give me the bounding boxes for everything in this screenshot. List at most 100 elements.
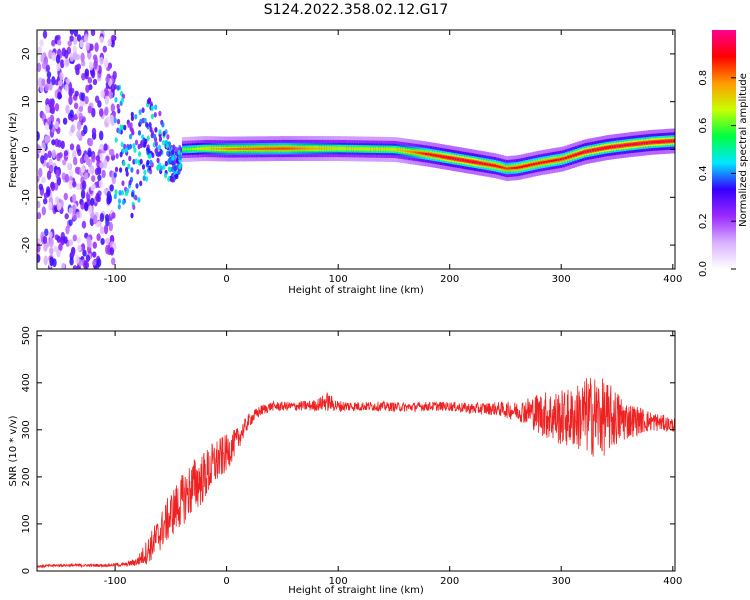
ridge-cell	[400, 149, 404, 152]
ridge-cell	[218, 147, 222, 150]
noise-blob	[112, 70, 117, 80]
spectrogram-xtick-label: 400	[663, 274, 682, 285]
transition-blob	[146, 159, 150, 166]
noise-blob	[103, 158, 108, 169]
ridge-cell	[574, 153, 578, 156]
noise-blob	[43, 255, 48, 266]
ridge-cell	[650, 141, 654, 144]
transition-blob	[135, 183, 139, 189]
transition-blob	[156, 157, 160, 164]
transition-blob	[167, 157, 172, 164]
noise-blob	[38, 167, 43, 178]
noise-blob	[51, 51, 57, 62]
noise-blob	[70, 125, 75, 134]
transition-blob	[146, 135, 150, 141]
transition-blob	[148, 165, 152, 171]
ridge-cell	[402, 149, 406, 152]
ridge-cell	[341, 147, 345, 150]
noise-blob	[69, 30, 75, 35]
transition-blob	[116, 103, 120, 110]
ridge-cell	[213, 147, 217, 150]
noise-blob	[108, 90, 114, 100]
noise-blob	[55, 196, 60, 204]
transition-blob	[166, 134, 170, 140]
ridge-cell	[471, 160, 475, 163]
colorbar-tick-label: 0.6	[698, 118, 709, 134]
noise-blob	[50, 181, 56, 192]
noise-blob	[41, 176, 46, 184]
ridge-cell	[324, 147, 328, 150]
ridge-cell	[182, 148, 185, 151]
transition-blob	[164, 160, 168, 167]
noise-blob	[41, 61, 47, 70]
noise-blob	[48, 231, 53, 239]
noise-blob	[99, 226, 105, 235]
ridge-cell	[429, 153, 433, 156]
transition-blob	[128, 179, 132, 186]
noise-blob	[46, 77, 51, 85]
ridge-cell	[523, 165, 526, 168]
transition-blob	[139, 180, 143, 187]
ridge-cell	[660, 140, 664, 143]
ridge-cell	[422, 152, 426, 155]
ridge-cell	[476, 161, 480, 164]
noise-blob	[80, 189, 86, 200]
noise-blob	[51, 139, 56, 146]
transition-blob	[166, 150, 170, 157]
ridge-cell	[236, 147, 239, 150]
transition-blob	[127, 144, 131, 151]
noise-blob	[65, 104, 70, 114]
snr-xtick-label: 300	[552, 576, 571, 587]
noise-blob	[92, 259, 97, 266]
noise-blob	[90, 165, 95, 175]
ridge-cell	[184, 148, 188, 151]
ridge-cell	[388, 148, 391, 151]
snr-ytick-label: 500	[21, 326, 32, 345]
ridge-cell	[611, 145, 615, 148]
transition-blob	[125, 166, 129, 173]
ridge-cell	[265, 147, 269, 150]
noise-blob	[103, 188, 108, 195]
ridge-cell	[321, 147, 325, 150]
ridge-cell	[363, 147, 367, 150]
ridge-cell	[628, 143, 632, 146]
transition-blob	[120, 141, 124, 148]
noise-blob	[100, 89, 105, 99]
noise-blob	[92, 241, 98, 249]
ridge-cell	[648, 141, 651, 144]
noise-blob	[72, 265, 78, 269]
transition-blob	[149, 126, 153, 133]
ridge-cell	[231, 147, 234, 150]
ridge-cell	[292, 147, 296, 150]
ridge-cell	[194, 147, 198, 150]
transition-blob	[161, 122, 165, 128]
ridge-cell	[378, 148, 382, 151]
noise-blob	[46, 170, 52, 180]
noise-blob	[69, 143, 75, 151]
transition-blob	[114, 137, 118, 143]
noise-blob	[65, 78, 71, 85]
transition-blob	[116, 85, 120, 91]
ridge-cell	[638, 142, 642, 145]
ridge-cell	[277, 147, 281, 150]
transition-blob	[139, 118, 143, 125]
noise-blob	[73, 156, 78, 166]
ridge-cell	[466, 160, 470, 163]
ridge-cell	[319, 147, 323, 150]
transition-blob	[124, 147, 128, 153]
ridge-cell	[631, 143, 634, 146]
transition-blob	[124, 190, 128, 197]
ridge-cell	[599, 147, 602, 150]
transition-blob	[142, 175, 146, 181]
transition-blob	[114, 166, 119, 173]
noise-blob	[90, 69, 96, 79]
noise-blob	[97, 174, 102, 181]
noise-blob	[96, 233, 101, 242]
noise-blob	[95, 192, 100, 202]
ridge-cell	[373, 148, 377, 151]
noise-blob	[99, 143, 104, 151]
noise-blob	[55, 54, 61, 64]
